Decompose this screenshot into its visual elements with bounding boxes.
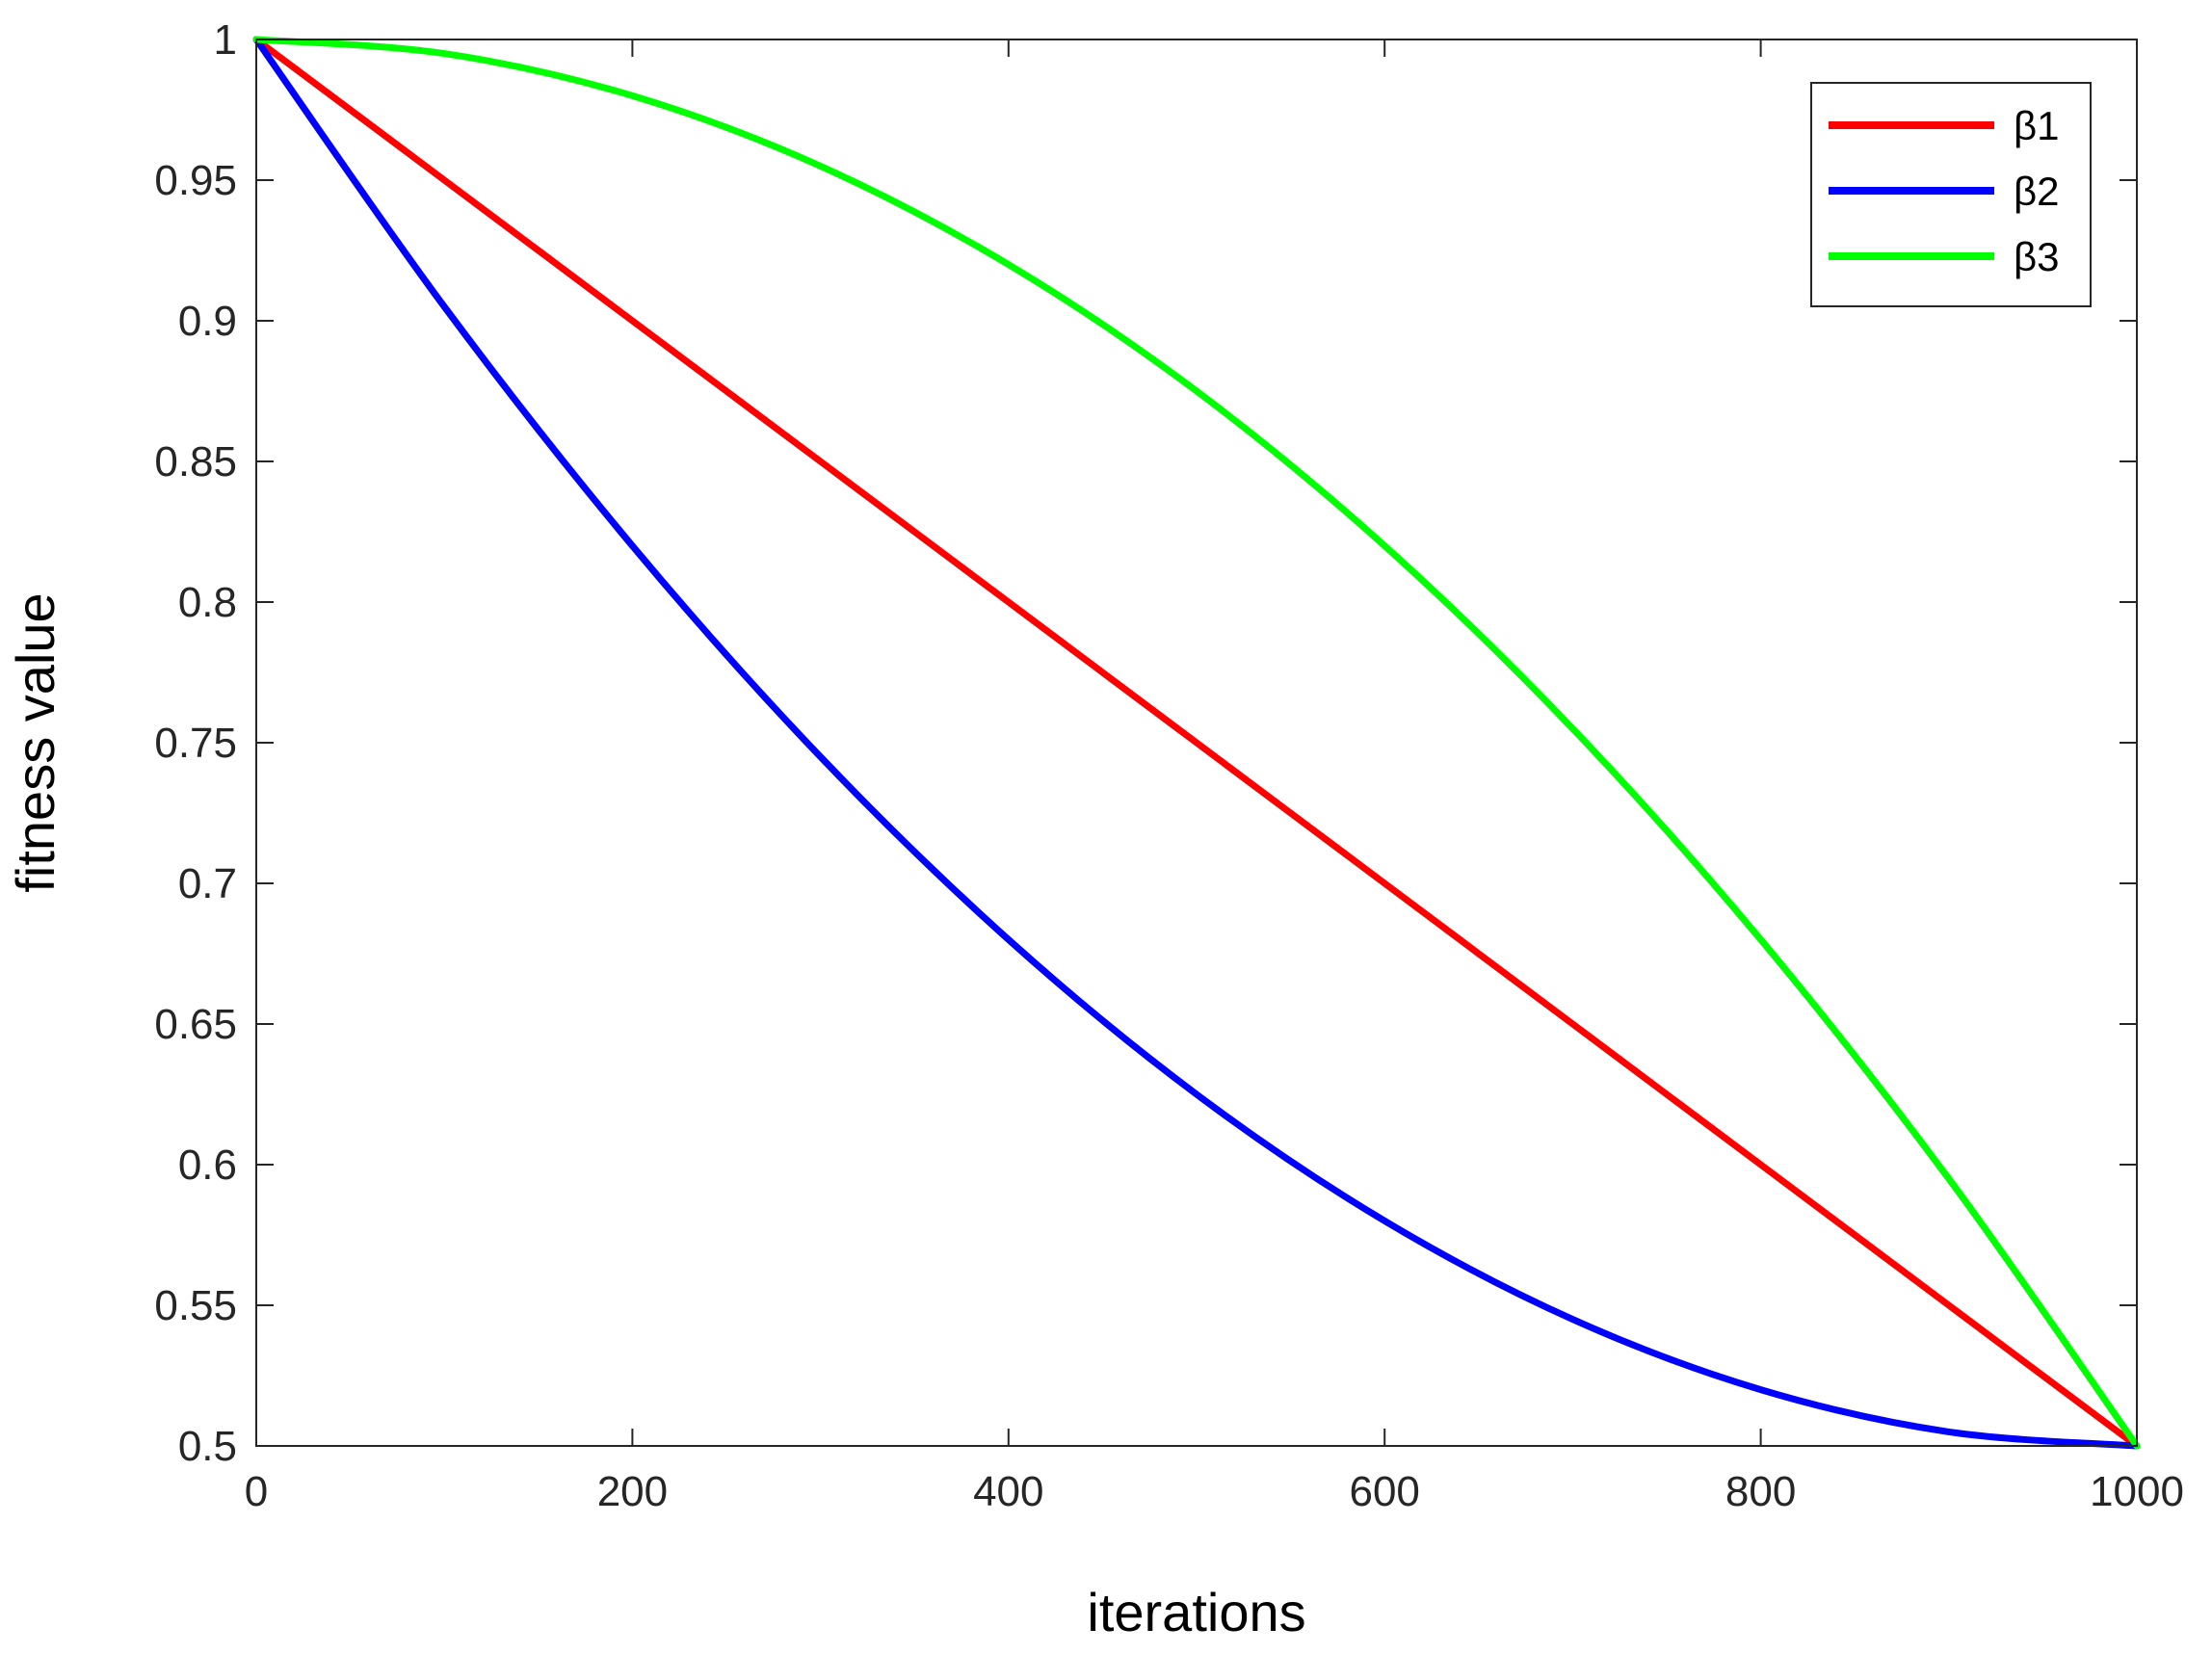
series-line-2 (252, 36, 2141, 1450)
series-line-1 (252, 36, 2141, 1450)
x-tick-label: 200 (597, 1468, 668, 1515)
x-tick-label: 0 (245, 1468, 268, 1515)
y-tick-label: 0.5 (178, 1423, 237, 1470)
tick-layer: 0 200 400 600 800 1000 0.5 0.55 0.6 0.65 0.7 0.75 0.… (154, 16, 2184, 1515)
y-tick-label: 0.7 (178, 860, 237, 907)
x-axis-title: iterations (1087, 1582, 1305, 1642)
y-tick-label: 0.85 (154, 438, 237, 486)
y-tick-label: 0.55 (154, 1282, 237, 1329)
y-tick-label: 1 (214, 16, 237, 64)
y-tick-label: 0.6 (178, 1142, 237, 1189)
legend-label-1: β1 (2014, 103, 2060, 148)
y-tick-label: 0.65 (154, 1001, 237, 1048)
series-line-3 (252, 36, 2141, 1450)
y-tick-label: 0.9 (178, 298, 237, 345)
y-tick-label: 0.8 (178, 579, 237, 626)
x-tick-label: 1000 (2090, 1468, 2184, 1515)
legend: β1 β2 β3 (1810, 82, 2092, 307)
x-tick-label: 400 (973, 1468, 1043, 1515)
y-tick-label: 0.95 (154, 157, 237, 204)
series-layer (252, 36, 2141, 1450)
x-tick-label: 800 (1725, 1468, 1796, 1515)
y-axis-title: fitness value (5, 592, 66, 892)
y-tick-label: 0.75 (154, 720, 237, 767)
x-tick-label: 600 (1349, 1468, 1419, 1515)
legend-label-2: β2 (2014, 169, 2060, 214)
legend-label-3: β3 (2014, 234, 2060, 279)
